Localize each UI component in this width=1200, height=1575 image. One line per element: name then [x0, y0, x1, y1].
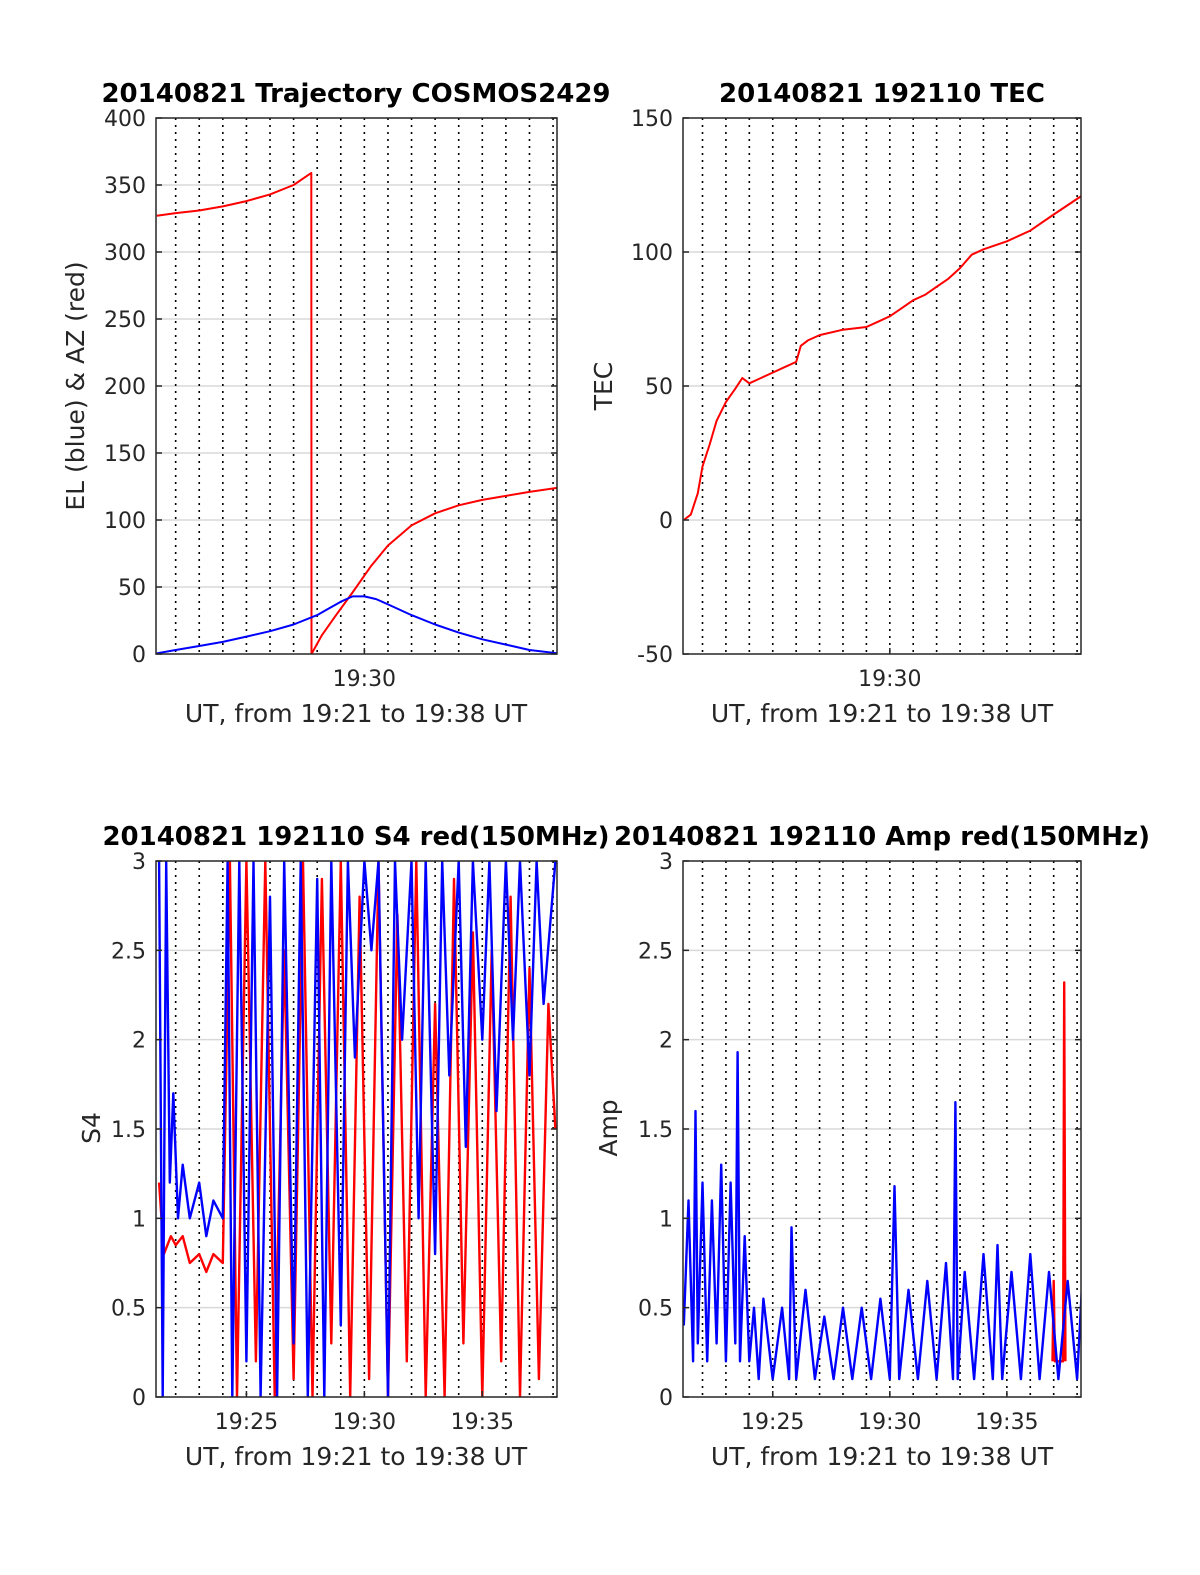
y-tick-label: 1 [659, 1207, 673, 1232]
y-tick-label: -50 [637, 643, 673, 668]
plot-area-tec: -50 0 50 100 150 19:30 [631, 107, 1082, 692]
y-tick-label: 1.5 [638, 1118, 673, 1143]
x-tick-label: 19:30 [333, 667, 396, 692]
y-tick-label: 150 [631, 107, 673, 132]
chart-title: 20140821 192110 TEC [719, 79, 1045, 109]
y-tick-label: 2.5 [638, 939, 673, 964]
y-tick-label: 0 [132, 643, 146, 668]
y-axis-label: TEC [589, 362, 618, 412]
y-tick-label: 300 [104, 241, 146, 266]
panel-s4: 20140821 192110 S4 red(150MHz) 0 0.5 1 1.5 2… [77, 822, 610, 1471]
series-red-line [156, 171, 557, 654]
chart-title: 20140821 192110 S4 red(150MHz) [102, 822, 609, 852]
x-tick-label: 19:30 [858, 667, 921, 692]
chart-title: 20140821 Trajectory COSMOS2429 [101, 79, 610, 109]
y-tick-label: 0 [659, 1386, 673, 1411]
y-tick-label: 200 [104, 375, 146, 400]
y-tick-label: 1.5 [111, 1118, 146, 1143]
series-red-line [157, 861, 557, 1397]
y-tick-label: 0 [659, 509, 673, 534]
y-tick-label: 0 [132, 1386, 146, 1411]
x-axis-label: UT, from 19:21 to 19:38 UT [185, 699, 528, 728]
x-tick-label: 19:30 [858, 1410, 921, 1435]
x-tick-label: 19:25 [741, 1410, 804, 1435]
series-blue-line [157, 861, 557, 1397]
x-tick-label: 19:25 [215, 1410, 278, 1435]
panel-trajectory: 20140821 Trajectory COSMOS2429 0 50 100 150… [61, 79, 611, 728]
y-tick-label: 50 [645, 375, 673, 400]
y-tick-label: 350 [104, 174, 146, 199]
y-tick-label: 1 [132, 1207, 146, 1232]
y-tick-label: 0.5 [111, 1297, 146, 1322]
panel-tec: 20140821 192110 TEC -50 0 50 100 150 19:30 UT… [589, 79, 1082, 728]
y-tick-label: 150 [104, 442, 146, 467]
x-axis-label: UT, from 19:21 to 19:38 UT [711, 1442, 1054, 1471]
x-axis-label: UT, from 19:21 to 19:38 UT [185, 1442, 528, 1471]
y-axis-label: EL (blue) & AZ (red) [61, 261, 90, 510]
y-tick-label: 3 [132, 850, 146, 875]
y-tick-label: 2 [132, 1029, 146, 1054]
series-red-line [683, 195, 1081, 521]
x-tick-label: 19:30 [333, 1410, 396, 1435]
y-tick-label: 50 [118, 576, 146, 601]
y-tick-label: 2 [659, 1029, 673, 1054]
plot-area-s4: 0 0.5 1 1.5 2 2.5 3 19:25 19:30 19:35 [111, 850, 558, 1435]
y-tick-label: 3 [659, 850, 673, 875]
chart-title: 20140821 192110 Amp red(150MHz) [614, 822, 1150, 852]
series-blue-line [156, 595, 557, 654]
y-tick-label: 400 [104, 107, 146, 132]
x-tick-label: 19:35 [975, 1410, 1038, 1435]
plot-area-trajectory: 0 50 100 150 200 250 300 350 400 19:30 [104, 107, 558, 692]
y-tick-label: 100 [104, 509, 146, 534]
y-tick-label: 0.5 [638, 1297, 673, 1322]
y-tick-label: 250 [104, 308, 146, 333]
x-tick-label: 19:35 [451, 1410, 514, 1435]
y-tick-label: 100 [631, 241, 673, 266]
x-axis-label: UT, from 19:21 to 19:38 UT [711, 699, 1054, 728]
panel-amp: 20140821 192110 Amp red(150MHz) 0 0.5 1 1.5… [594, 822, 1150, 1471]
plot-area-amp: 0 0.5 1 1.5 2 2.5 3 19:25 19:30 19:35 [638, 850, 1082, 1435]
y-tick-label: 2.5 [111, 939, 146, 964]
series-blue-line [683, 1050, 1081, 1381]
y-axis-label: S4 [77, 1112, 106, 1144]
y-axis-label: Amp [594, 1099, 623, 1156]
